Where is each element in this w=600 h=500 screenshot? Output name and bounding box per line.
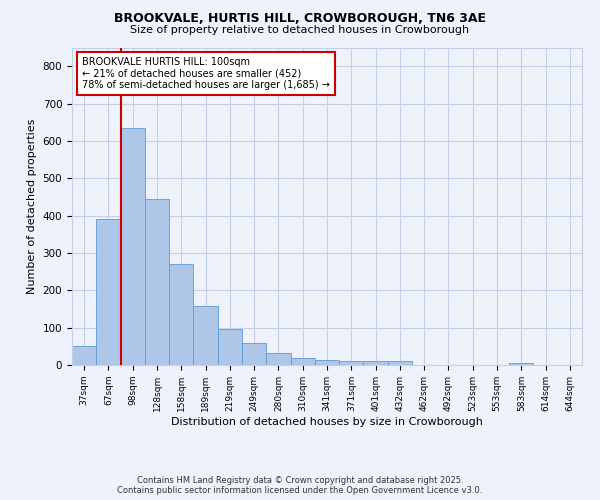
Bar — [290, 358, 315, 365]
Bar — [509, 363, 533, 365]
Bar — [121, 128, 145, 365]
Bar — [364, 362, 388, 365]
Bar — [72, 346, 96, 365]
Text: Contains HM Land Registry data © Crown copyright and database right 2025.
Contai: Contains HM Land Registry data © Crown c… — [118, 476, 482, 495]
Bar — [169, 264, 193, 365]
Text: BROOKVALE, HURTIS HILL, CROWBOROUGH, TN6 3AE: BROOKVALE, HURTIS HILL, CROWBOROUGH, TN6… — [114, 12, 486, 26]
Bar — [339, 362, 364, 365]
Bar — [388, 360, 412, 365]
Text: BROOKVALE HURTIS HILL: 100sqm
← 21% of detached houses are smaller (452)
78% of : BROOKVALE HURTIS HILL: 100sqm ← 21% of d… — [82, 57, 330, 90]
Text: Size of property relative to detached houses in Crowborough: Size of property relative to detached ho… — [130, 25, 470, 35]
X-axis label: Distribution of detached houses by size in Crowborough: Distribution of detached houses by size … — [171, 416, 483, 426]
Bar — [266, 353, 290, 365]
Bar — [242, 342, 266, 365]
Bar — [315, 360, 339, 365]
Y-axis label: Number of detached properties: Number of detached properties — [27, 118, 37, 294]
Bar — [193, 306, 218, 365]
Bar — [96, 220, 121, 365]
Bar — [145, 199, 169, 365]
Bar — [218, 329, 242, 365]
